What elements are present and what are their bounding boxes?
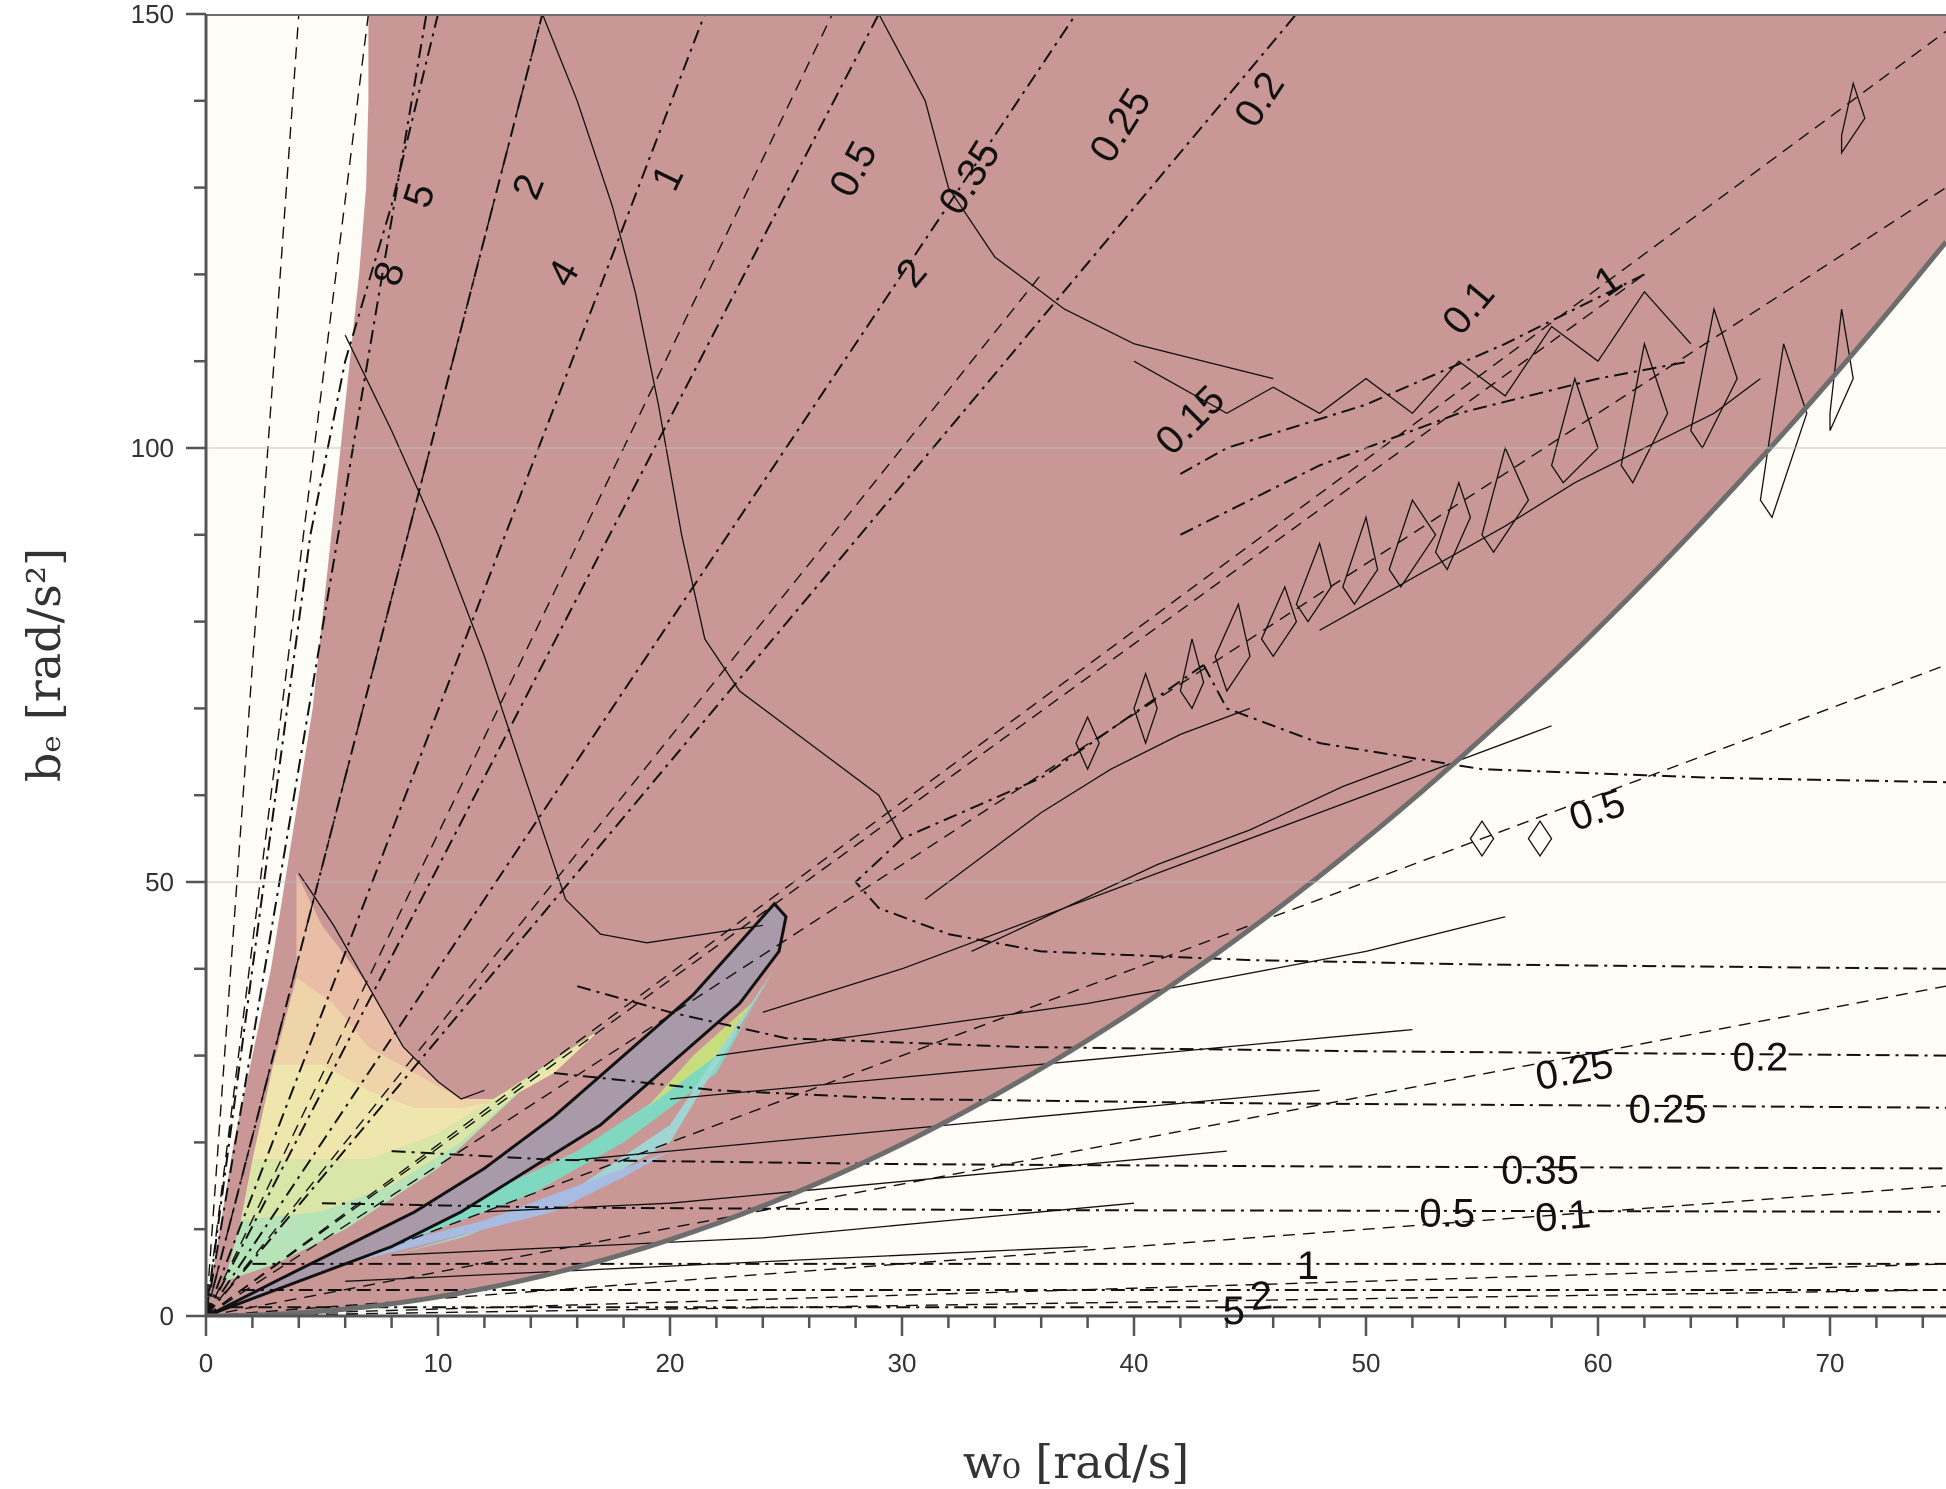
contour-value-label: 1 [1297, 1244, 1319, 1288]
dashed-ray [206, 187, 1946, 1316]
contour-island [1179, 638, 1205, 710]
solid-contour [577, 1089, 1320, 1161]
dashed-ray [206, 985, 1946, 1316]
dashed-ray [206, 664, 1946, 1316]
contour-island [1133, 671, 1158, 746]
solid-contour [345, 1245, 1088, 1282]
solid-contour [541, 14, 903, 839]
stable-lobe [209, 901, 788, 1316]
solid-contour [878, 14, 1274, 380]
contour-island [1260, 585, 1298, 658]
contour-band [345, 1151, 670, 1264]
contour-band [296, 873, 462, 1099]
contour-band [252, 1029, 601, 1160]
feasible-region [206, 14, 1946, 1316]
dashdot-ray [206, 14, 706, 1316]
contour-band [646, 968, 775, 1108]
y-tick-label: 50 [145, 867, 174, 897]
dashdot-ray [206, 14, 880, 1316]
contour-value-label: 0.2 [1733, 1036, 1789, 1080]
solid-contour [298, 872, 485, 1100]
contour-value-label: 0.35 [1501, 1148, 1579, 1192]
x-tick-label: 40 [1120, 1348, 1149, 1378]
y-tick-label: 100 [131, 433, 174, 463]
dashdot-contour [321, 1202, 1946, 1213]
contour-island [1434, 480, 1472, 571]
contour-island [1481, 446, 1530, 554]
contour-island [1295, 541, 1332, 623]
dashed-ray [206, 30, 1946, 1316]
solid-contour [484, 1150, 1227, 1213]
contour-island [1620, 341, 1669, 484]
solid-contour [1133, 290, 1692, 415]
dashdot-contour [206, 14, 439, 1316]
contour-island [1527, 820, 1553, 858]
contour-island [1690, 306, 1738, 450]
solid-contour [669, 1028, 1413, 1100]
contour-value-label: 0.25 [1629, 1088, 1707, 1132]
x-tick-label: 60 [1584, 1348, 1613, 1378]
dashdot-ray [206, 14, 428, 1316]
y-tick-label: 0 [160, 1301, 174, 1331]
contour-value-label: 0.1 [1533, 1192, 1592, 1241]
solid-contour [391, 1202, 1135, 1256]
contour-island [1388, 498, 1437, 589]
solid-contour [1319, 378, 1761, 631]
contour-island [1214, 602, 1251, 693]
contour-island [1759, 343, 1808, 519]
grid-lines [206, 447, 1946, 883]
dashdot-contour [391, 1150, 1946, 1170]
dashdot-contour [1179, 273, 1645, 475]
plot-area [206, 14, 1946, 1316]
dashed-ray [206, 1185, 1946, 1316]
contour-value-label: 2 [1248, 1273, 1274, 1319]
x-axis-title: w₀ [rad/s] [963, 1435, 1189, 1489]
region-boundary [206, 240, 1946, 1316]
solid-contour [924, 707, 1251, 900]
contour-band [273, 977, 508, 1108]
contour-island [1075, 715, 1100, 771]
contour-island [1469, 820, 1495, 858]
y-axis-title: bₑ [rad/s²] [17, 548, 71, 782]
x-tick-label: 70 [1816, 1348, 1845, 1378]
solid-contour [716, 916, 1506, 1057]
dashed-ray [206, 1289, 1946, 1316]
dashed-ray [206, 14, 834, 1316]
y-tick-label: 150 [131, 0, 174, 29]
x-tick-label: 20 [656, 1348, 685, 1378]
contour-island [1342, 514, 1379, 606]
contour-band [240, 1029, 601, 1221]
dashdot-contour [1202, 664, 1946, 784]
contour-value-label: 5 [1223, 1289, 1245, 1333]
solid-contour [344, 334, 763, 944]
contour-island [1829, 308, 1854, 431]
dashdot-ray [206, 14, 544, 1316]
x-tick-label: 10 [424, 1348, 453, 1378]
dashdot-contour [576, 985, 1946, 1057]
dashdot-ray [206, 14, 1298, 1316]
x-tick-label: 50 [1352, 1348, 1381, 1378]
dashdot-contour [854, 664, 1946, 970]
dashed-ray [206, 273, 1042, 1316]
x-tick-label: 30 [888, 1348, 917, 1378]
dashed-ray [206, 14, 300, 1316]
dashed-ray [206, 273, 1645, 1316]
contour-island [1840, 80, 1866, 156]
contour-band [224, 1081, 531, 1282]
dashdot-contour [553, 1072, 1946, 1109]
x-tick-label: 0 [199, 1348, 213, 1378]
axes: 0 10 20 30 40 50 60 70 0 50 100 150 [131, 0, 1946, 1378]
solid-contour [971, 759, 1413, 952]
contour-value-label: 0.5 [1419, 1192, 1475, 1236]
